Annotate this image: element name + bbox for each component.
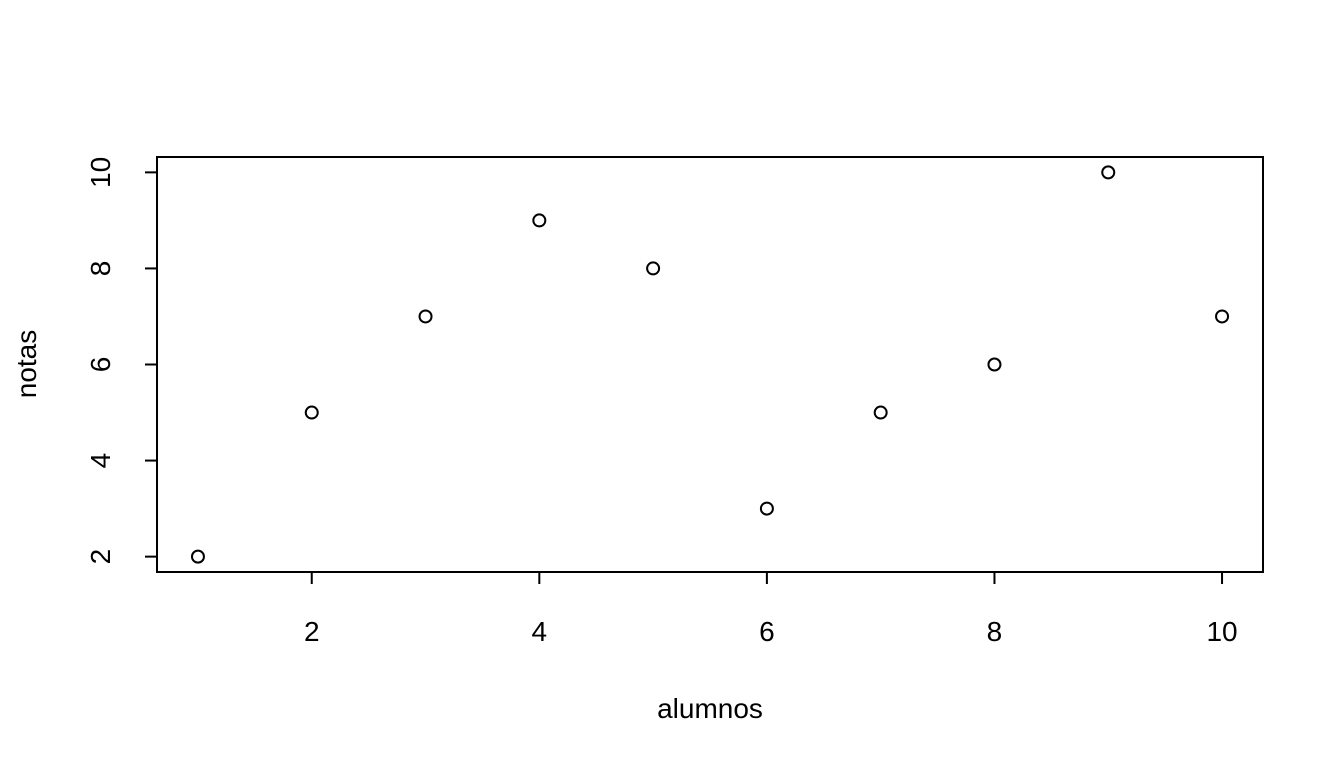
data-point	[987, 357, 1002, 372]
data-point	[532, 213, 547, 228]
x-tick-label: 6	[759, 616, 775, 647]
x-tick-label: 10	[1206, 616, 1237, 647]
x-axis: 2 4 6 8 10	[304, 571, 1238, 647]
y-axis: 2 4 6 8 10	[85, 157, 158, 565]
y-tick-label: 8	[85, 261, 116, 277]
x-axis-label: alumnos	[657, 693, 763, 724]
data-point	[1215, 309, 1230, 324]
data-point	[759, 501, 774, 516]
x-tick-label: 4	[532, 616, 548, 647]
y-tick-label: 10	[85, 157, 116, 188]
data-point	[418, 309, 433, 324]
data-point	[873, 405, 888, 420]
data-point	[646, 261, 661, 276]
plot-frame	[156, 156, 1264, 573]
y-axis-label: notas	[11, 330, 42, 399]
data-points	[190, 165, 1230, 564]
y-tick-label: 6	[85, 357, 116, 373]
data-point	[304, 405, 319, 420]
data-point	[190, 549, 205, 564]
data-point	[1101, 165, 1116, 180]
y-tick-label: 2	[85, 549, 116, 565]
x-tick-label: 2	[304, 616, 320, 647]
y-tick-label: 4	[85, 453, 116, 469]
x-tick-label: 8	[987, 616, 1003, 647]
